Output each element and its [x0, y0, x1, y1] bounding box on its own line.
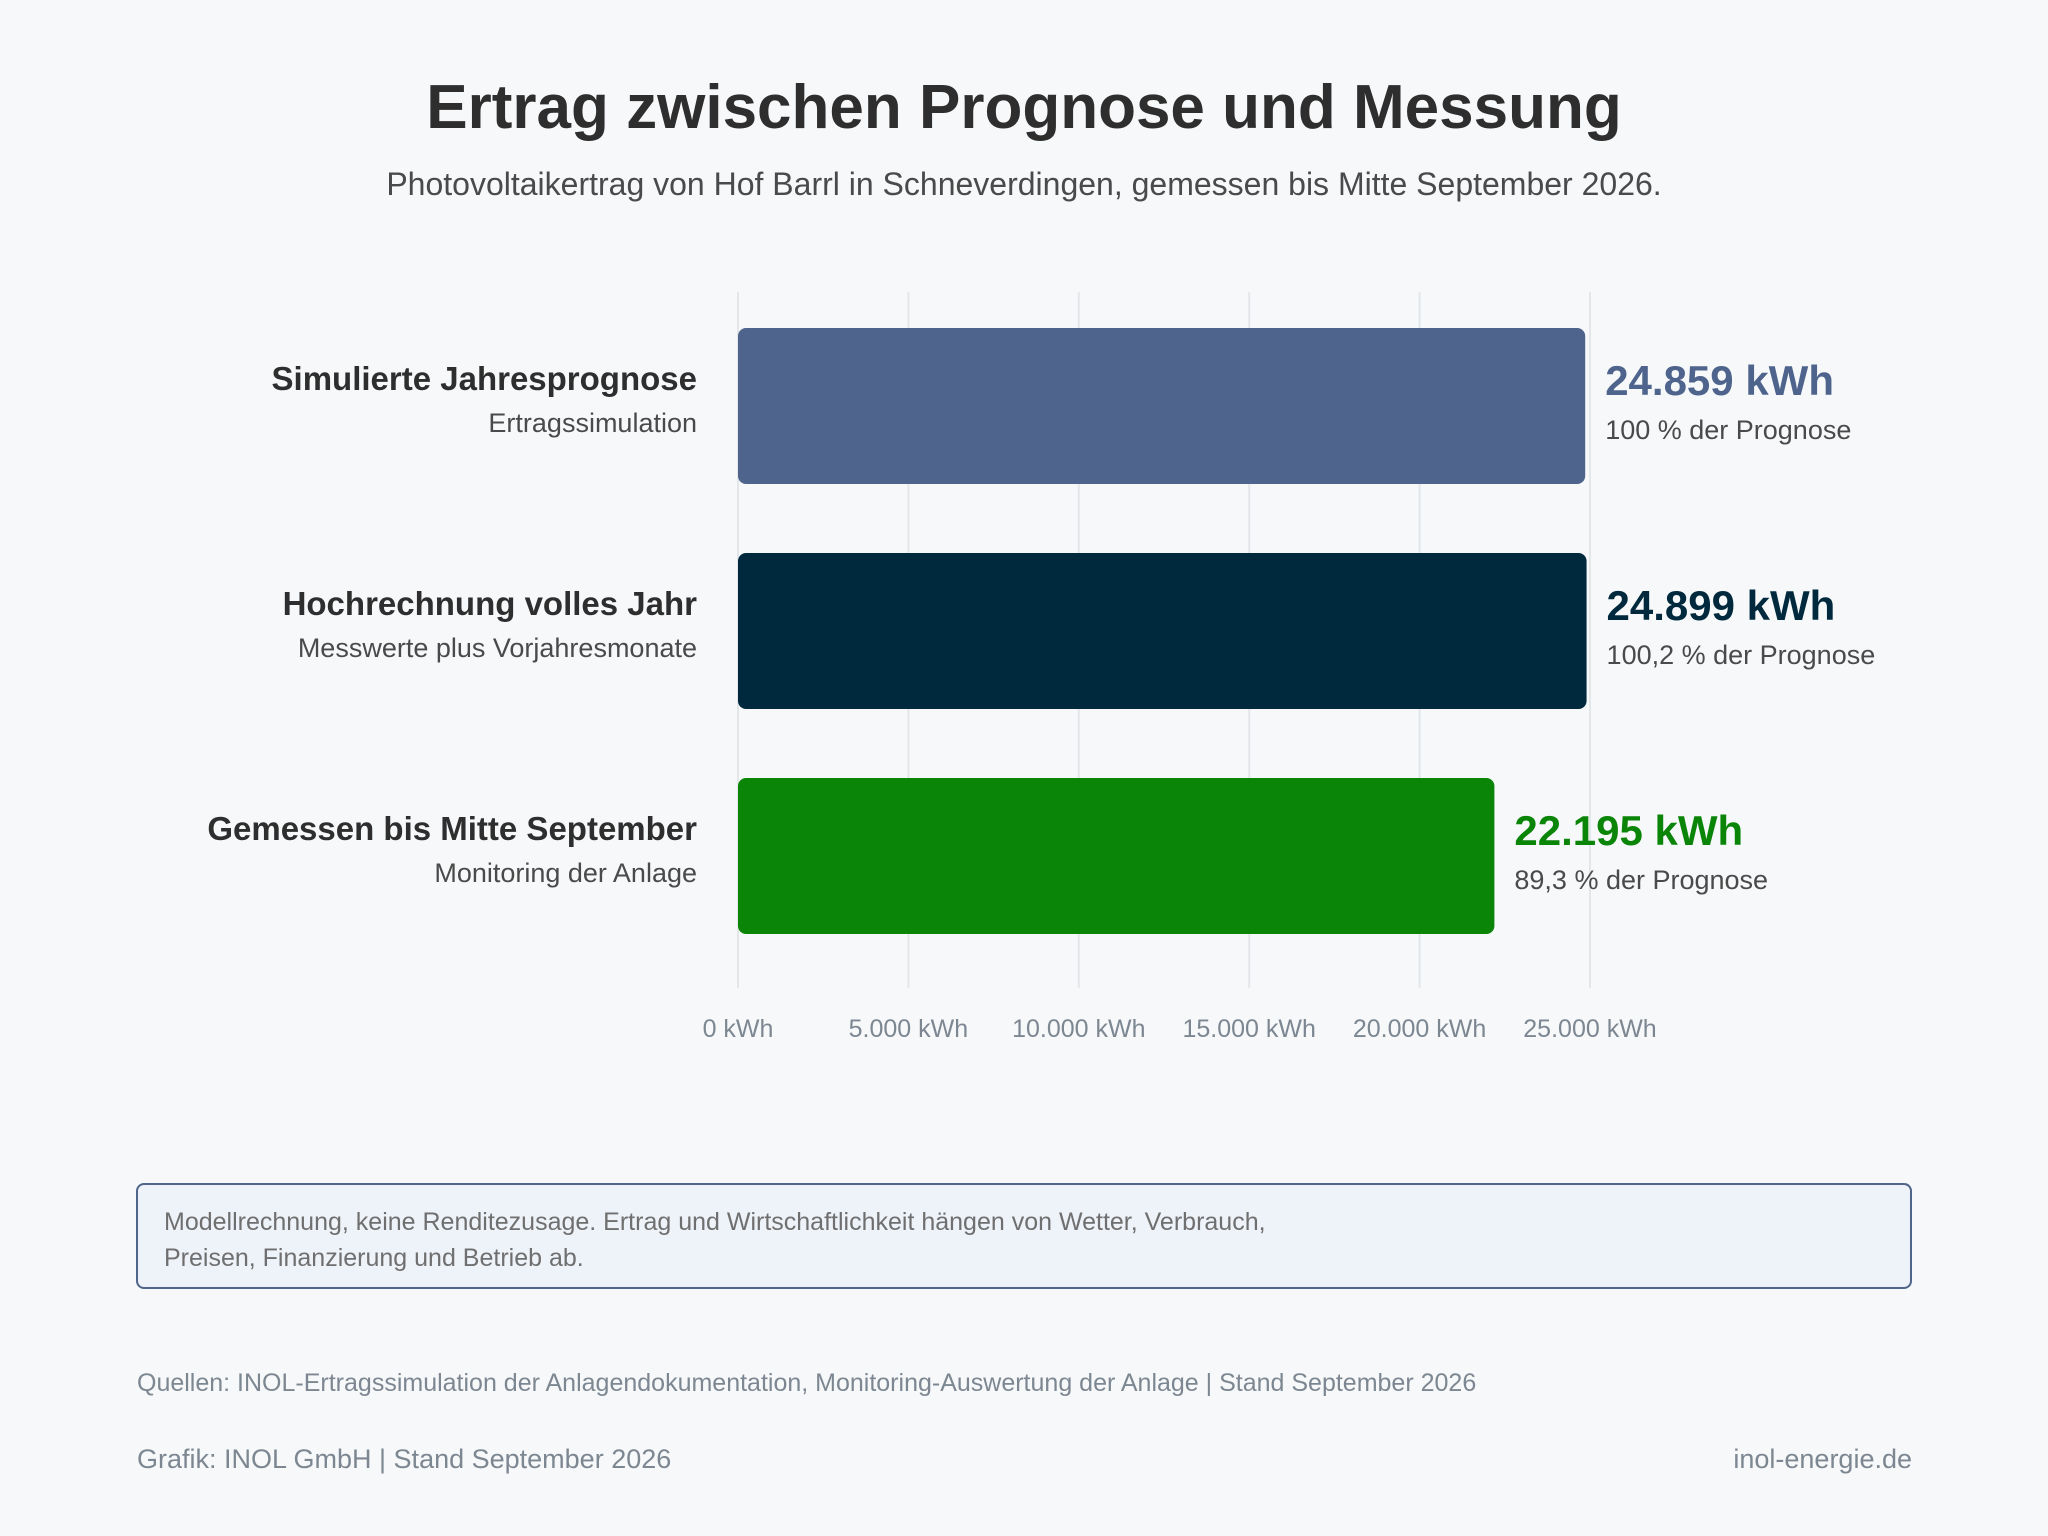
value-label: 24.899 kWh: [1607, 582, 1836, 629]
value-label: 22.195 kWh: [1514, 807, 1743, 854]
chart-title: Ertrag zwischen Prognose und Messung: [426, 73, 1622, 142]
x-tick-label: 10.000 kWh: [1012, 1015, 1145, 1043]
bar: [738, 328, 1586, 484]
category-label: Simulierte Jahresprognose: [272, 360, 697, 397]
value-label: 24.859 kWh: [1605, 357, 1834, 404]
x-tick-label: 0 kWh: [703, 1015, 774, 1043]
chart-subtitle: Photovoltaikertrag von Hof Barrl in Schn…: [386, 166, 1662, 202]
bar: [738, 778, 1495, 934]
category-sublabel: Messwerte plus Vorjahresmonate: [298, 633, 697, 663]
footer-credit: Grafik: INOL GmbH | Stand September 2026: [137, 1444, 672, 1474]
percent-label: 100,2 % der Prognose: [1607, 640, 1876, 670]
category-label: Gemessen bis Mitte September: [207, 810, 697, 847]
category-labels: Simulierte Jahresprognose Ertragssimulati…: [207, 360, 697, 888]
footer-website: inol-energie.de: [1733, 1444, 1912, 1474]
disclaimer-text: Modellrechnung, keine Renditezusage. Ert…: [164, 1208, 1266, 1272]
x-axis-ticks: 0 kWh 5.000 kWh 10.000 kWh 15.000 kWh 20.000…: [703, 1015, 1657, 1043]
x-tick-label: 25.000 kWh: [1523, 1015, 1656, 1043]
bar: [738, 553, 1587, 709]
bars: [738, 328, 1587, 934]
bar-chart: Simulierte Jahresprognose Ertragssimulati…: [207, 292, 1875, 1043]
percent-label: 100 % der Prognose: [1605, 415, 1851, 445]
disclaimer-box: Modellrechnung, keine Renditezusage. Ert…: [136, 1183, 1912, 1289]
category-label: Hochrechnung volles Jahr: [283, 585, 698, 622]
sources-note: Quellen: INOL-Ertragssimulation der Anla…: [137, 1369, 1477, 1397]
value-labels: 24.859 kWh 100 % der Prognose 24.899 kWh 10…: [1514, 357, 1875, 895]
percent-label: 89,3 % der Prognose: [1514, 865, 1768, 895]
x-tick-label: 5.000 kWh: [849, 1015, 969, 1043]
x-tick-label: 15.000 kWh: [1182, 1015, 1315, 1043]
category-sublabel: Monitoring der Anlage: [434, 858, 697, 888]
category-sublabel: Ertragssimulation: [488, 408, 697, 438]
x-tick-label: 20.000 kWh: [1353, 1015, 1486, 1043]
